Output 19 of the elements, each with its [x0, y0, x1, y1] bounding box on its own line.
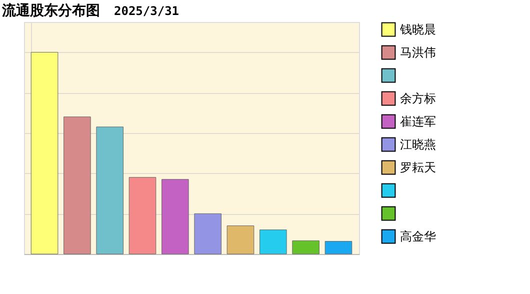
bar [226, 226, 254, 254]
chart-subtitle: 2025/3/31 [114, 4, 180, 18]
legend-label: 余方标 [400, 92, 436, 106]
bar [162, 179, 189, 254]
legend-label: 钱晓晨 [399, 22, 436, 36]
bar [292, 240, 320, 254]
legend-label: 江晓燕 [400, 138, 436, 152]
bar [194, 213, 222, 254]
bar [30, 52, 58, 254]
bar [260, 230, 287, 254]
bar [324, 241, 352, 254]
chart-title: 流通股东分布图 [2, 3, 100, 19]
bar [96, 126, 124, 254]
bar [64, 116, 91, 254]
bar [128, 177, 156, 254]
legend-label: 崔连军 [400, 114, 436, 128]
legend-label: 高金华 [400, 230, 436, 244]
legend-label: 马洪伟 [400, 46, 436, 60]
legend-label: 罗耘天 [400, 160, 436, 174]
